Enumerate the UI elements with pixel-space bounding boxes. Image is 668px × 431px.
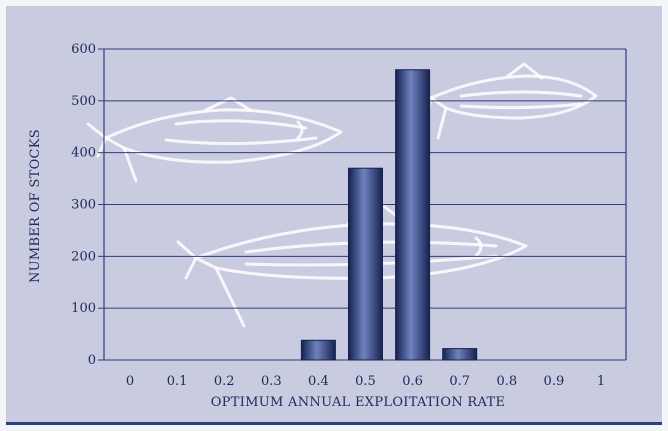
bars	[300, 69, 478, 361]
bar	[300, 339, 336, 361]
bar	[442, 348, 478, 361]
x-axis-title: OPTIMUM ANNUAL EXPLOITATION RATE	[211, 395, 506, 410]
bar	[395, 69, 431, 361]
y-tick-label: 400	[71, 146, 96, 161]
x-tick-label: 0.9	[544, 374, 565, 389]
fish-icon	[86, 96, 343, 183]
axes	[103, 49, 627, 360]
x-tick-label: 0.8	[496, 374, 517, 389]
y-tick-label: 500	[71, 94, 96, 109]
x-tick-label: 0.7	[449, 374, 470, 389]
x-tick-label: 0.3	[261, 374, 282, 389]
chart-card: 0 100 200 300 400 500 600 0 0.1 0.2 0.3 0.4 0.5 0.6 0…	[6, 6, 662, 425]
y-axis-title: NUMBER OF STOCKS	[28, 129, 43, 283]
x-tick-labels: 0 0.1 0.2 0.3 0.4 0.5 0.6 0.7 0.8 0.9 1	[126, 374, 605, 389]
x-tick-label: 0.2	[214, 374, 235, 389]
y-tick-label: 200	[71, 249, 96, 264]
x-tick-label: 0.1	[167, 374, 188, 389]
x-tick-label: 0.6	[402, 374, 423, 389]
y-tick-label: 0	[88, 353, 96, 368]
x-tick-label: 0.4	[308, 374, 329, 389]
x-tick-label: 0	[126, 374, 134, 389]
y-tick-label: 100	[71, 301, 96, 316]
bar	[348, 167, 383, 361]
y-tick-labels: 0 100 200 300 400 500 600	[71, 42, 96, 368]
x-tick-label: 0.5	[355, 374, 376, 389]
x-tick-label: 1	[597, 374, 605, 389]
y-tick-label: 600	[71, 42, 96, 57]
y-tick-label: 300	[71, 198, 96, 213]
